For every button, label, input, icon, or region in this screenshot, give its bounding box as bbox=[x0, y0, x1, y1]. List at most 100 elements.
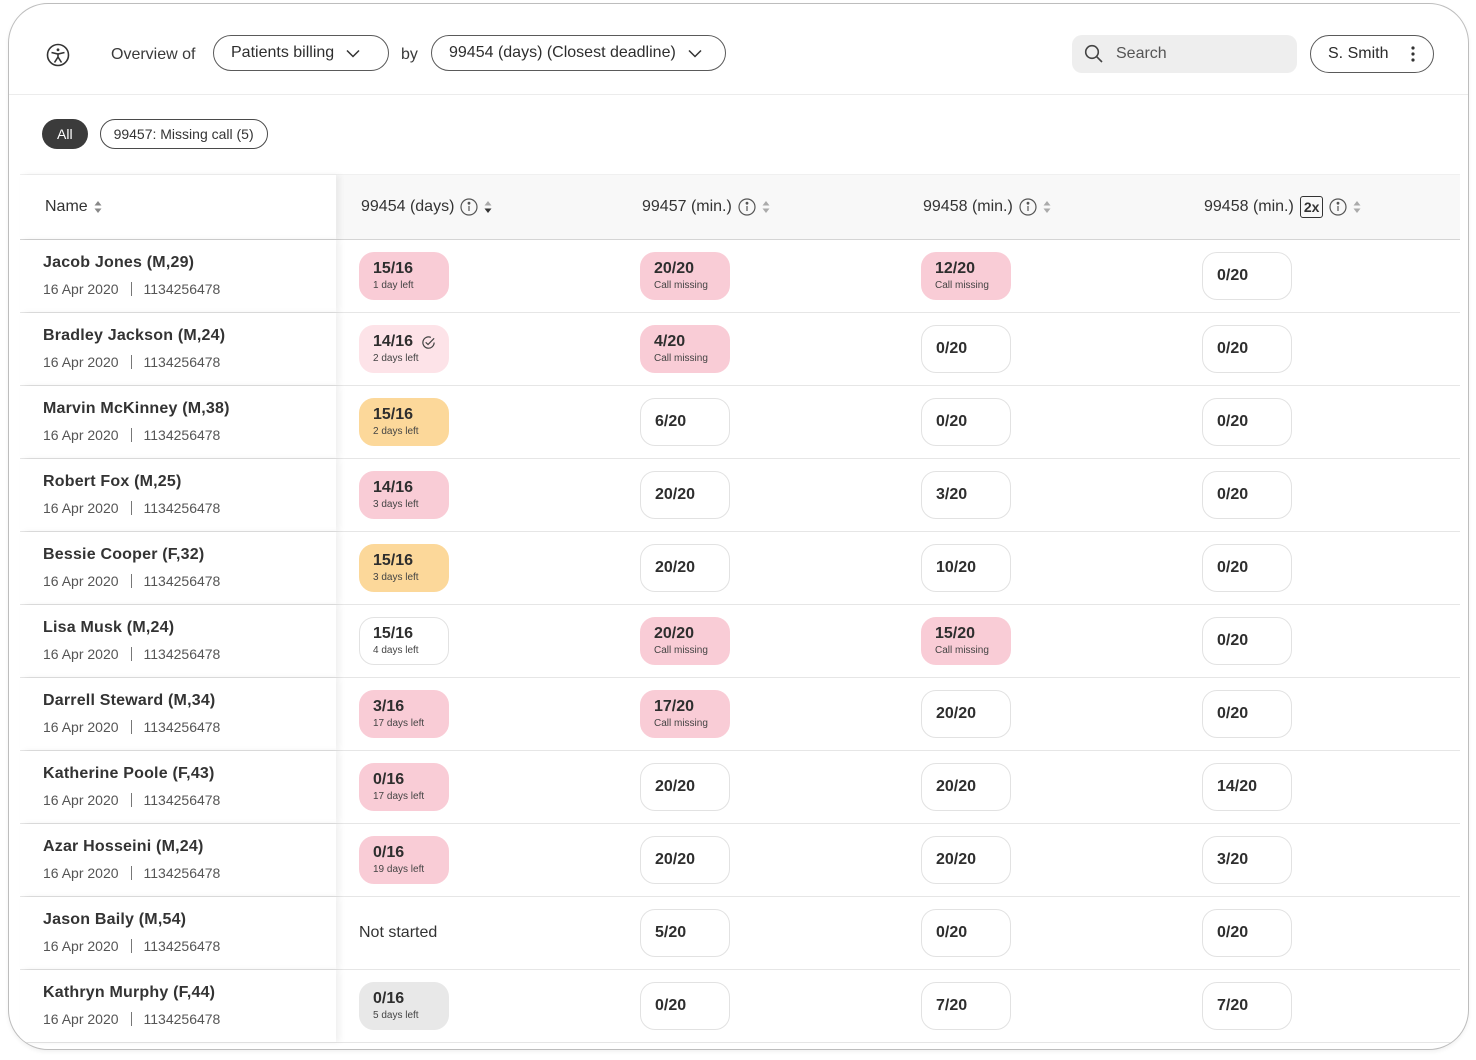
patient-cell[interactable]: Azar Hosseini (M,24) 16 Apr 2020 1134256… bbox=[20, 824, 336, 896]
search-input[interactable] bbox=[1114, 44, 1278, 64]
billing-badge[interactable]: 0/20 bbox=[1202, 398, 1292, 446]
billing-badge[interactable]: 0/20 bbox=[1202, 690, 1292, 738]
patient-cell[interactable]: Katherine Poole (F,43) 16 Apr 2020 11342… bbox=[20, 751, 336, 823]
billing-badge[interactable]: 20/20 bbox=[921, 836, 1011, 884]
sort-icon[interactable] bbox=[1043, 200, 1051, 214]
user-menu[interactable]: S. Smith bbox=[1310, 35, 1434, 73]
billing-badge[interactable]: 0/20 bbox=[1202, 471, 1292, 519]
billing-badge[interactable]: 15/20 Call missing bbox=[921, 617, 1011, 665]
sort-icon[interactable] bbox=[94, 200, 102, 214]
billing-badge[interactable]: 14/20 bbox=[1202, 763, 1292, 811]
billing-badge[interactable]: 20/20 bbox=[640, 471, 730, 519]
more-vertical-icon[interactable] bbox=[1411, 46, 1415, 62]
billing-badge[interactable]: 15/16 2 days left bbox=[359, 398, 449, 446]
patient-cell[interactable]: Kathryn Murphy (F,44) 16 Apr 2020 113425… bbox=[20, 970, 336, 1042]
col-header-99457[interactable]: 99457 (min.) bbox=[642, 175, 770, 239]
patient-cell[interactable]: Jason Baily (M,54) 16 Apr 2020 113425647… bbox=[20, 897, 336, 969]
billing-badge[interactable]: 14/16 3 days left bbox=[359, 471, 449, 519]
patient-name[interactable]: Bessie Cooper (F,32) bbox=[43, 546, 205, 563]
patient-name[interactable]: Katherine Poole (F,43) bbox=[43, 765, 215, 782]
billing-badge[interactable]: 4/20 Call missing bbox=[640, 325, 730, 373]
table-row[interactable]: Bradley Jackson (M,24) 16 Apr 2020 11342… bbox=[20, 313, 1460, 386]
billing-badge[interactable]: 0/20 bbox=[921, 325, 1011, 373]
sort-icon[interactable] bbox=[1353, 200, 1361, 214]
patient-cell[interactable]: Lisa Musk (M,24) 16 Apr 2020 1134256478 bbox=[20, 605, 336, 677]
billing-badge[interactable]: 20/20 Call missing bbox=[640, 617, 730, 665]
patient-cell[interactable]: Marvin McKinney (M,38) 16 Apr 2020 11342… bbox=[20, 386, 336, 458]
billing-badge[interactable]: 20/20 bbox=[921, 763, 1011, 811]
filter-all[interactable]: All bbox=[42, 119, 88, 149]
billing-badge[interactable]: 5/20 bbox=[640, 909, 730, 957]
billing-badge[interactable]: 10/20 bbox=[921, 544, 1011, 592]
patient-name[interactable]: Marvin McKinney (M,38) bbox=[43, 400, 230, 417]
accessibility-logo-icon[interactable] bbox=[46, 43, 70, 67]
patient-cell[interactable]: Bessie Cooper (F,32) 16 Apr 2020 1134256… bbox=[20, 532, 336, 604]
patient-name[interactable]: Robert Fox (M,25) bbox=[43, 473, 182, 490]
patient-name[interactable]: Lisa Musk (M,24) bbox=[43, 619, 175, 636]
billing-badge[interactable]: 14/16 2 days left bbox=[359, 325, 449, 373]
billing-badge[interactable]: 20/20 bbox=[640, 544, 730, 592]
col-header-name[interactable]: Name bbox=[45, 175, 102, 239]
patient-cell[interactable]: Bradley Jackson (M,24) 16 Apr 2020 11342… bbox=[20, 313, 336, 385]
patient-name[interactable]: Bradley Jackson (M,24) bbox=[43, 327, 226, 344]
billing-badge[interactable]: 15/16 3 days left bbox=[359, 544, 449, 592]
table-row[interactable]: Lisa Musk (M,24) 16 Apr 2020 1134256478 … bbox=[20, 605, 1460, 678]
table-row[interactable]: Jacob Jones (M,29) 16 Apr 2020 113425647… bbox=[20, 240, 1460, 313]
view-select[interactable]: Patients billing bbox=[213, 35, 389, 71]
table-row[interactable]: Darrell Steward (M,34) 16 Apr 2020 11342… bbox=[20, 678, 1460, 751]
billing-badge[interactable]: 20/20 bbox=[640, 763, 730, 811]
patient-name[interactable]: Darrell Steward (M,34) bbox=[43, 692, 216, 709]
billing-badge[interactable]: 0/16 5 days left bbox=[359, 982, 449, 1030]
billing-badge[interactable]: 0/20 bbox=[1202, 252, 1292, 300]
billing-badge[interactable]: 3/20 bbox=[1202, 836, 1292, 884]
col-header-99458[interactable]: 99458 (min.) bbox=[923, 175, 1051, 239]
filter-missing-call[interactable]: 99457: Missing call (5) bbox=[99, 119, 268, 149]
sort-icon[interactable] bbox=[484, 200, 492, 214]
patient-name[interactable]: Jacob Jones (M,29) bbox=[43, 254, 195, 271]
sort-select[interactable]: 99454 (days) (Closest deadline) bbox=[431, 35, 726, 71]
billing-badge[interactable]: 7/20 bbox=[1202, 982, 1292, 1030]
info-icon[interactable] bbox=[1019, 198, 1037, 216]
billing-badge[interactable]: 0/16 17 days left bbox=[359, 763, 449, 811]
col-header-99458-2x[interactable]: 99458 (min.) 2x bbox=[1204, 175, 1361, 239]
billing-badge[interactable]: 15/16 1 day left bbox=[359, 252, 449, 300]
patient-cell[interactable]: Robert Fox (M,25) 16 Apr 2020 1134256478 bbox=[20, 459, 336, 531]
info-icon[interactable] bbox=[460, 198, 478, 216]
search-box[interactable] bbox=[1072, 35, 1297, 73]
billing-badge[interactable]: 0/20 bbox=[1202, 617, 1292, 665]
billing-badge[interactable]: 0/20 bbox=[1202, 325, 1292, 373]
sort-icon[interactable] bbox=[762, 200, 770, 214]
billing-badge[interactable]: 20/20 bbox=[640, 836, 730, 884]
billing-badge[interactable]: 3/20 bbox=[921, 471, 1011, 519]
billing-badge[interactable]: 0/20 bbox=[1202, 909, 1292, 957]
billing-badge[interactable]: 0/20 bbox=[921, 909, 1011, 957]
billing-badge[interactable]: 17/20 Call missing bbox=[640, 690, 730, 738]
billing-badge[interactable]: 0/20 bbox=[921, 398, 1011, 446]
table-row[interactable]: Jason Baily (M,54) 16 Apr 2020 113425647… bbox=[20, 897, 1460, 970]
info-icon[interactable] bbox=[1329, 198, 1348, 216]
patient-name[interactable]: Azar Hosseini (M,24) bbox=[43, 838, 204, 855]
billing-badge[interactable]: 0/20 bbox=[1202, 544, 1292, 592]
badge-value: 0/20 bbox=[936, 413, 968, 430]
table-row[interactable]: Azar Hosseini (M,24) 16 Apr 2020 1134256… bbox=[20, 824, 1460, 897]
patient-name[interactable]: Kathryn Murphy (F,44) bbox=[43, 984, 216, 1001]
col-header-99454[interactable]: 99454 (days) bbox=[361, 175, 492, 239]
table-row[interactable]: Bessie Cooper (F,32) 16 Apr 2020 1134256… bbox=[20, 532, 1460, 605]
billing-badge[interactable]: 15/16 4 days left bbox=[359, 617, 449, 665]
table-row[interactable]: Katherine Poole (F,43) 16 Apr 2020 11342… bbox=[20, 751, 1460, 824]
table-row[interactable]: Kathryn Murphy (F,44) 16 Apr 2020 113425… bbox=[20, 970, 1460, 1043]
table-row[interactable]: Robert Fox (M,25) 16 Apr 2020 1134256478… bbox=[20, 459, 1460, 532]
billing-badge[interactable]: 7/20 bbox=[921, 982, 1011, 1030]
billing-badge[interactable]: 6/20 bbox=[640, 398, 730, 446]
billing-badge[interactable]: 20/20 Call missing bbox=[640, 252, 730, 300]
patient-cell[interactable]: Jacob Jones (M,29) 16 Apr 2020 113425647… bbox=[20, 240, 336, 312]
billing-badge[interactable]: 20/20 bbox=[921, 690, 1011, 738]
info-icon[interactable] bbox=[738, 198, 756, 216]
patient-name[interactable]: Jason Baily (M,54) bbox=[43, 911, 187, 928]
billing-badge[interactable]: 12/20 Call missing bbox=[921, 252, 1011, 300]
table-row[interactable]: Marvin McKinney (M,38) 16 Apr 2020 11342… bbox=[20, 386, 1460, 459]
billing-badge[interactable]: 3/16 17 days left bbox=[359, 690, 449, 738]
patient-cell[interactable]: Darrell Steward (M,34) 16 Apr 2020 11342… bbox=[20, 678, 336, 750]
billing-badge[interactable]: 0/16 19 days left bbox=[359, 836, 449, 884]
billing-badge[interactable]: 0/20 bbox=[640, 982, 730, 1030]
